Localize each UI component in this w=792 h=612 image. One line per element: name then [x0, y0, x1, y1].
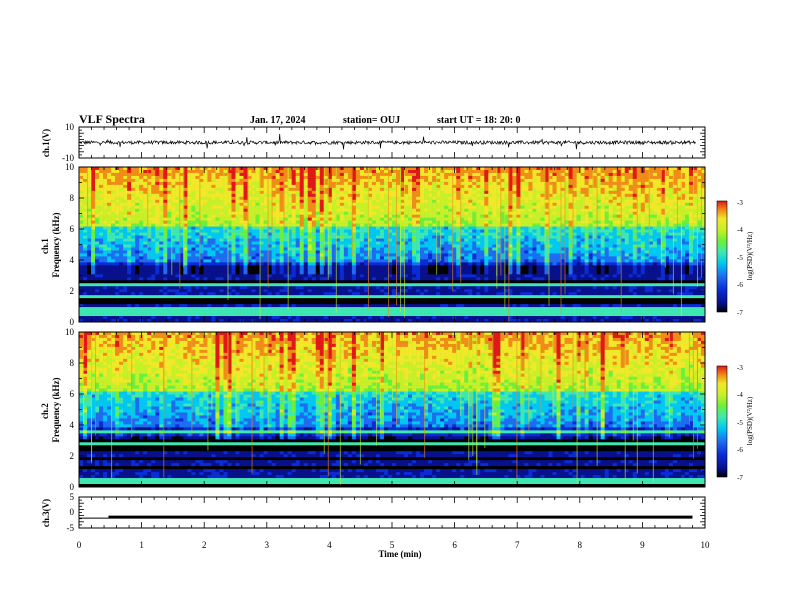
ch1-ytick-2: 2 [70, 286, 75, 296]
ch2-ytick-6: 6 [70, 389, 75, 399]
station-label: station= OUJ [343, 115, 400, 126]
ch2-colorbar-label: log(PSD)(V²/Hz) [746, 396, 754, 445]
ch3-ytick-neg5: -5 [67, 523, 75, 533]
ch1-cb-tick-3: -3 [737, 199, 743, 207]
ch1-cb-tick-7: -7 [737, 309, 743, 317]
ch1-ytick-bottom: -10 [62, 153, 74, 163]
ch1-waveform-panel: 10 -10 ch.1(V) [41, 122, 706, 163]
ch2-spectrogram-image [79, 332, 706, 488]
ch2-ytick-2: 2 [70, 451, 75, 461]
ch1-cb-tick-4: -4 [737, 226, 743, 234]
ch1-colorbar-bar [716, 200, 728, 313]
ch2-cb-tick-6: -6 [737, 446, 743, 454]
ch2-ylabel-line2: Frequency (kHz) [51, 377, 61, 442]
ch2-ylabel-line1: ch.2 [40, 403, 50, 419]
ch2-cb-tick-7: -7 [737, 474, 743, 482]
x-tick-label: 4 [327, 540, 332, 550]
ch1-waveform-line [79, 133, 696, 150]
x-tick-label: 1 [139, 540, 144, 550]
ch2-ytick-8: 8 [70, 358, 75, 368]
x-tick-label: 5 [390, 540, 395, 550]
ch3-ytick-0: 0 [70, 507, 75, 517]
ch3-ytick-5: 5 [70, 492, 75, 502]
x-tick-label: 3 [265, 540, 270, 550]
ch2-colorbar-bar [716, 365, 728, 478]
x-tick-label: 7 [515, 540, 520, 550]
ch1-colorbar: -3 -4 -5 -6 -7 log(PSD)(V²/Hz) [716, 199, 754, 317]
ch3-waveform-ylabel: ch.3(V) [41, 499, 51, 527]
x-axis-label: Time (min) [378, 549, 421, 559]
x-tick-label: 2 [202, 540, 207, 550]
x-tick-label: 10 [701, 540, 711, 550]
ch1-spectrogram-image [79, 167, 706, 323]
x-tick-labels: 0 1 2 3 4 5 6 7 8 9 10 [77, 540, 710, 550]
ch2-colorbar: -3 -4 -5 -6 -7 log(PSD)(V²/Hz) [716, 364, 754, 482]
date-label: Jan. 17, 2024 [250, 115, 306, 126]
ch1-ytick-4: 4 [70, 255, 75, 265]
ch3-waveform-panel: 5 0 -5 ch.3(V) [41, 492, 706, 533]
ch1-ytick-6: 6 [70, 224, 75, 234]
ch1-cb-tick-6: -6 [737, 281, 743, 289]
x-tick-label: 6 [452, 540, 457, 550]
ch1-spectrogram-panel: 10 8 6 4 2 0 ch.1 Frequency (kHz) [40, 162, 706, 327]
ch1-waveform-ylabel: ch.1(V) [41, 129, 51, 157]
ch2-spectrogram-ylabel: ch.2 Frequency (kHz) [40, 377, 61, 442]
x-tick-label: 8 [578, 540, 583, 550]
ch1-colorbar-label: log(PSD)(V²/Hz) [746, 231, 754, 280]
ch1-ytick-8: 8 [70, 193, 75, 203]
figure-title: VLF Spectra [79, 112, 145, 126]
ch1-cb-tick-5: -5 [737, 254, 743, 262]
axis-ticks [78, 126, 706, 529]
ch1-ytick-0: 0 [70, 317, 75, 327]
ch1-spectrogram-ylabel: ch.1 Frequency (kHz) [40, 212, 61, 277]
ch2-ytick-4: 4 [70, 420, 75, 430]
ch2-cb-tick-5: -5 [737, 419, 743, 427]
x-tick-label: 9 [640, 540, 645, 550]
ch2-spectrogram-panel: 10 8 6 4 2 0 ch.2 Frequency (kHz) [40, 327, 706, 492]
ch1-ylabel-line2: Frequency (kHz) [51, 212, 61, 277]
start-time-label: start UT = 18: 20: 0 [437, 115, 521, 126]
ch2-cb-tick-4: -4 [737, 391, 743, 399]
ch1-ylabel-line1: ch.1 [40, 238, 50, 254]
x-tick-label: 0 [77, 540, 82, 550]
ch2-ytick-10: 10 [65, 327, 75, 337]
ch1-ytick-10: 10 [65, 162, 75, 172]
ch1-ytick-top: 10 [65, 122, 75, 132]
ch2-ytick-0: 0 [70, 482, 75, 492]
ch2-cb-tick-3: -3 [737, 364, 743, 372]
